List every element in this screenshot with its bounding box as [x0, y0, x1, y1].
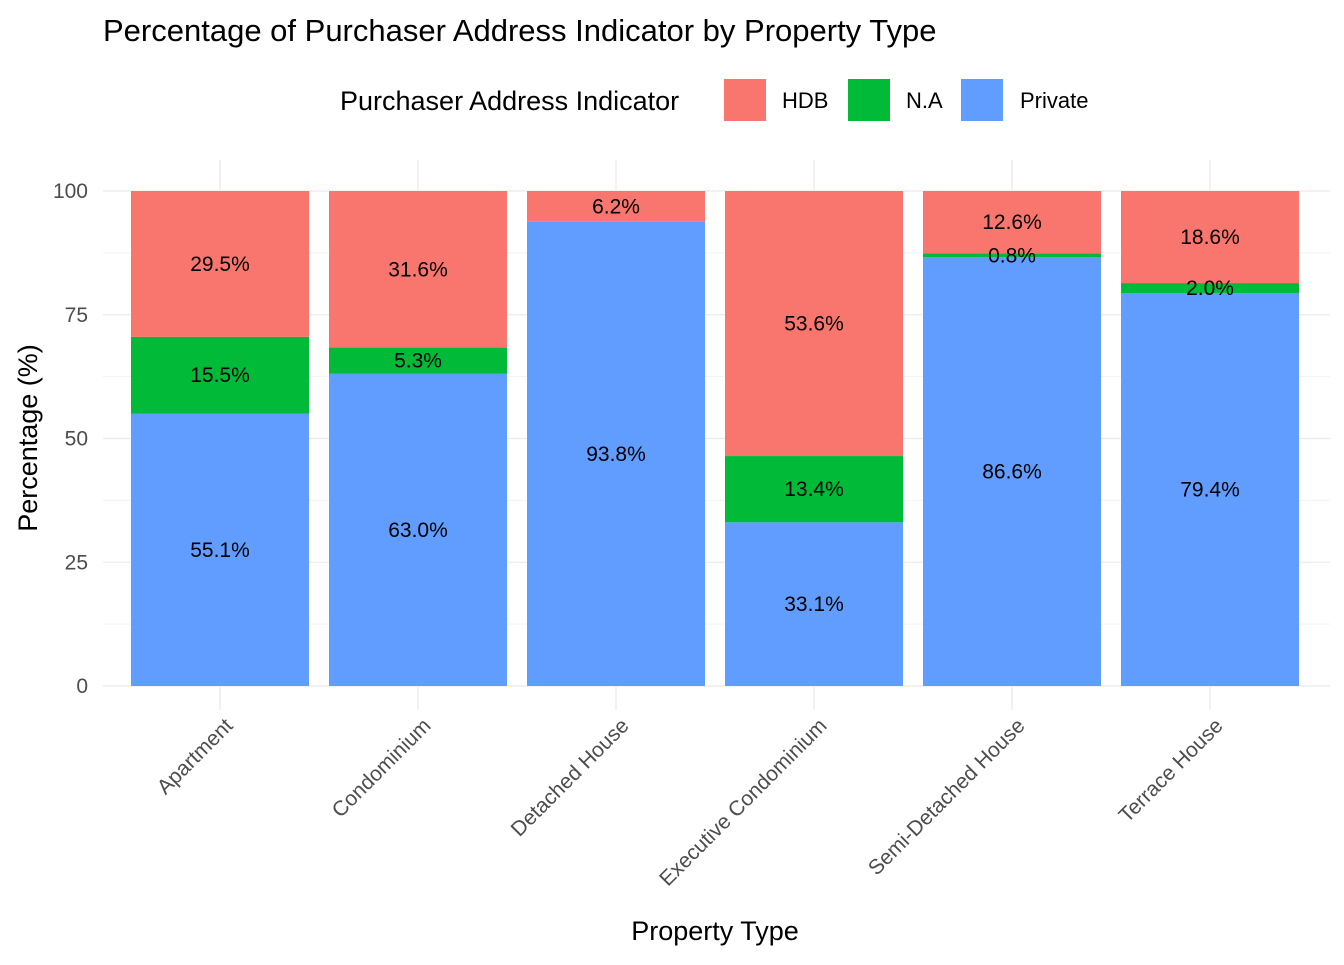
data-label-terrace-house-hdb: 18.6% [1180, 226, 1240, 249]
bar-apartment-hdb [131, 191, 309, 337]
data-label-executive-condominium-hdb: 53.6% [784, 313, 844, 336]
bar-semi-detached-house-private [923, 257, 1101, 686]
data-label-semi-detached-house-private: 86.6% [982, 461, 1042, 484]
x-tick-label-condominium: Condominium [328, 714, 436, 822]
data-label-condominium-n-a: 5.3% [394, 350, 442, 373]
data-label-semi-detached-house-hdb: 12.6% [982, 211, 1042, 234]
legend-label-private: Private [1020, 88, 1088, 113]
bar-condominium-private [329, 373, 507, 686]
bar-executive-condominium-hdb [725, 191, 903, 457]
bars [131, 191, 1299, 686]
y-axis-title: Percentage (%) [13, 344, 43, 532]
bar-terrace-house-hdb [1121, 191, 1299, 284]
bar-executive-condominium-n-a [725, 456, 903, 523]
data-label-semi-detached-house-n-a: 0.8% [988, 244, 1036, 267]
x-axis-title: Property Type [631, 916, 799, 946]
data-label-executive-condominium-n-a: 13.4% [784, 478, 844, 501]
x-tick-label-terrace-house: Terrace House [1115, 714, 1228, 827]
legend-title: Purchaser Address Indicator [340, 86, 679, 116]
y-axis: 0 25 50 75 100 [53, 180, 88, 698]
y-tick-label: 50 [65, 428, 88, 451]
data-label-detached-house-hdb: 6.2% [592, 195, 640, 218]
legend-key-n-a [848, 79, 890, 121]
bar-detached-house-hdb [527, 191, 705, 222]
bar-semi-detached-house-hdb [923, 191, 1101, 254]
data-label-condominium-hdb: 31.6% [388, 258, 448, 281]
x-tick-label-detached-house: Detached House [507, 714, 634, 841]
data-label-executive-condominium-private: 33.1% [784, 593, 844, 616]
bar-terrace-house-n-a [1121, 283, 1299, 293]
y-tick-label: 100 [53, 180, 88, 203]
bar-apartment-n-a [131, 336, 309, 414]
legend-label-hdb: HDB [782, 88, 828, 113]
legend-label-n-a: N.A [906, 88, 943, 113]
data-label-apartment-private: 55.1% [190, 539, 250, 562]
x-axis: Apartment Condominium Detached House Execut… [153, 714, 1228, 890]
bar-semi-detached-house-n-a [923, 253, 1101, 258]
data-label-condominium-private: 63.0% [388, 519, 448, 542]
data-labels: 55.1% 15.5% 29.5% 63.0% 5.3% 31.6% 93.8% 6.2% 33… [190, 195, 1240, 616]
x-tick-label-semi-detached-house: Semi-Detached House [864, 714, 1030, 880]
y-tick-label: 75 [65, 304, 88, 327]
bar-condominium-hdb [329, 191, 507, 348]
bar-executive-condominium-private [725, 522, 903, 686]
legend-key-hdb [724, 79, 766, 121]
data-label-apartment-hdb: 29.5% [190, 253, 250, 276]
y-tick-label: 0 [76, 675, 88, 698]
bar-terrace-house-private [1121, 292, 1299, 686]
legend-key-private [961, 79, 1003, 121]
data-label-apartment-n-a: 15.5% [190, 364, 250, 387]
x-tick-label-executive-condominium: Executive Condominium [655, 714, 831, 890]
legend: Purchaser Address Indicator HDB N.A Privat… [340, 79, 1088, 121]
bar-condominium-n-a [329, 347, 507, 374]
y-tick-label: 25 [65, 551, 88, 574]
data-label-terrace-house-n-a: 2.0% [1186, 277, 1234, 300]
data-label-terrace-house-private: 79.4% [1180, 478, 1240, 501]
bar-detached-house-private [527, 221, 705, 686]
chart-title: Percentage of Purchaser Address Indicato… [103, 13, 936, 48]
data-label-detached-house-private: 93.8% [586, 443, 646, 466]
x-tick-label-apartment: Apartment [153, 714, 238, 799]
bar-apartment-private [131, 413, 309, 686]
